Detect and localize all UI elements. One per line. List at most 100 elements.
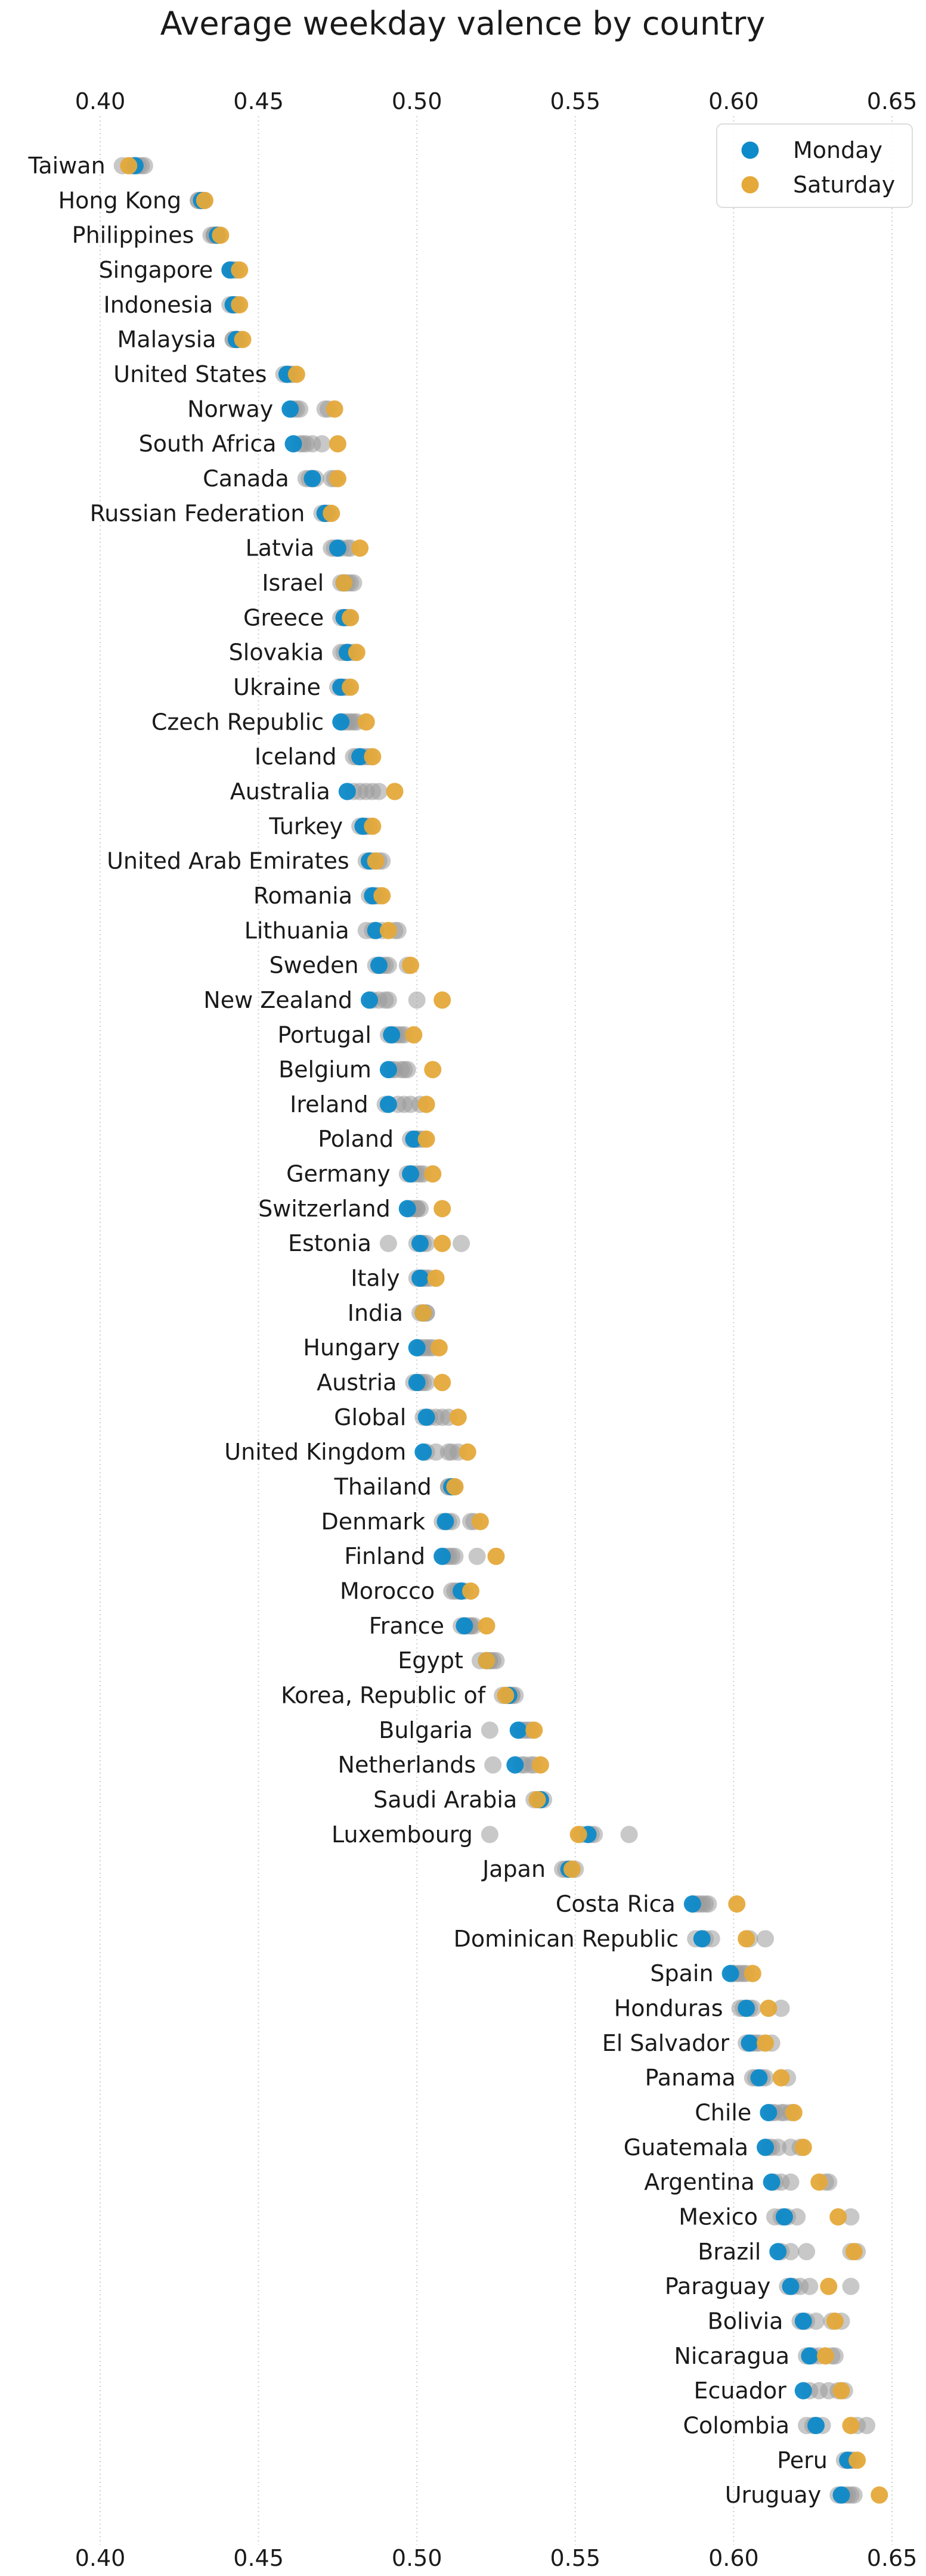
country-label-united-kingdom: United Kingdom [224, 1439, 406, 1465]
point-saturday-nicaragua [816, 2347, 834, 2365]
chart-title: Average weekday valence by country [160, 5, 766, 42]
country-label-global: Global [334, 1404, 406, 1430]
country-label-israel: Israel [262, 570, 324, 596]
country-labels: Taiwan Hong Kong Philippines Singapore Indon… [27, 153, 827, 2508]
point-monday-sweden [370, 957, 388, 974]
point-saturday-france [478, 1617, 495, 1635]
country-label-iceland: Iceland [255, 744, 337, 770]
point-monday-latvia [329, 539, 346, 557]
point-monday-australia [338, 783, 356, 800]
country-label-uruguay: Uruguay [725, 2482, 822, 2508]
country-label-australia: Australia [230, 778, 330, 805]
x-tick-label-top: 0.60 [708, 88, 759, 114]
country-label-greece: Greece [243, 604, 324, 631]
point-other-day-brazil [782, 2243, 800, 2261]
x-tick-label-top: 0.55 [550, 88, 600, 114]
point-monday-spain [721, 1964, 739, 1982]
country-label-panama: Panama [645, 2065, 736, 2091]
country-label-ukraine: Ukraine [233, 674, 321, 700]
point-saturday-switzerland [433, 1200, 451, 1218]
country-label-austria: Austria [317, 1370, 397, 1396]
point-monday-panama [750, 2069, 768, 2087]
country-label-finland: Finland [344, 1543, 425, 1569]
point-saturday-costa-rica [728, 1895, 746, 1913]
point-other-day-honduras [772, 1999, 790, 2017]
country-label-spain: Spain [650, 1960, 713, 1987]
country-label-el-salvador: El Salvador [602, 2030, 730, 2056]
point-other-day-colombia [858, 2416, 876, 2434]
country-label-czech-republic: Czech Republic [151, 709, 324, 735]
point-saturday-bulgaria [525, 1721, 543, 1739]
point-monday-netherlands [506, 1756, 524, 1774]
country-label-paraguay: Paraguay [665, 2273, 770, 2299]
point-monday-global [417, 1408, 435, 1426]
point-saturday-hungary [430, 1339, 448, 1357]
x-tick-label-bottom: 0.45 [233, 2545, 284, 2571]
country-label-mexico: Mexico [679, 2203, 758, 2230]
country-label-canada: Canada [203, 465, 289, 492]
x-axis-bottom: 0.40 0.45 0.50 0.55 0.60 0.65 [75, 2545, 918, 2571]
point-monday-chile [760, 2103, 778, 2121]
point-monday-belgium [379, 1061, 397, 1079]
point-saturday-saudi-arabia [528, 1791, 546, 1809]
point-saturday-uruguay [871, 2486, 888, 2504]
country-label-switzerland: Switzerland [258, 1196, 391, 1222]
point-monday-ireland [379, 1095, 397, 1113]
point-monday-france [456, 1617, 473, 1635]
country-label-colombia: Colombia [683, 2412, 789, 2438]
country-label-dominican-republic: Dominican Republic [454, 1926, 679, 1952]
point-saturday-portugal [405, 1026, 423, 1044]
legend-marker-saturday [741, 176, 759, 194]
country-label-argentina: Argentina [644, 2169, 754, 2195]
country-label-lithuania: Lithuania [244, 917, 349, 944]
point-monday-poland [405, 1130, 423, 1148]
point-saturday-honduras [760, 1999, 778, 2017]
country-label-singapore: Singapore [99, 257, 213, 283]
country-label-south-africa: South Africa [139, 431, 277, 457]
point-saturday-global [449, 1408, 467, 1426]
x-axis-top: 0.40 0.45 0.50 0.55 0.60 0.65 [75, 88, 918, 114]
point-other-day-belgium [398, 1061, 416, 1079]
legend-label-saturday: Saturday [793, 172, 895, 198]
country-label-estonia: Estonia [288, 1230, 371, 1256]
country-label-slovakia: Slovakia [229, 640, 324, 666]
point-saturday-brazil [845, 2243, 863, 2261]
point-saturday-united-kingdom [459, 1443, 476, 1461]
country-label-united-arab-emirates: United Arab Emirates [107, 848, 349, 874]
point-other-day-brazil [798, 2243, 816, 2261]
point-monday-canada [303, 470, 321, 488]
point-saturday-philippines [212, 226, 230, 244]
country-label-korea-republic-of: Korea, Republic of [281, 1683, 487, 1709]
country-label-morocco: Morocco [340, 1578, 435, 1604]
point-monday-nicaragua [801, 2347, 819, 2365]
x-tick-label-top: 0.50 [392, 88, 442, 114]
point-monday-costa-rica [683, 1895, 701, 1913]
point-monday-denmark [436, 1513, 454, 1531]
country-label-japan: Japan [481, 1856, 546, 1882]
point-other-day-australia [370, 783, 388, 800]
point-saturday-chile [785, 2103, 803, 2121]
country-label-honduras: Honduras [614, 1995, 723, 2021]
point-saturday-mexico [829, 2208, 847, 2226]
point-saturday-malaysia [234, 331, 252, 349]
point-saturday-colombia [842, 2416, 860, 2434]
point-saturday-united-states [287, 365, 305, 383]
point-monday-hungary [408, 1339, 426, 1357]
point-saturday-finland [487, 1547, 505, 1565]
point-saturday-slovakia [348, 644, 366, 662]
country-label-ecuador: Ecuador [693, 2378, 786, 2404]
point-saturday-belgium [424, 1061, 442, 1079]
point-monday-portugal [383, 1026, 401, 1044]
point-saturday-denmark [471, 1513, 489, 1531]
point-other-day-united-kingdom [427, 1443, 445, 1461]
country-label-hong-kong: Hong Kong [58, 187, 182, 213]
point-saturday-dominican-republic [738, 1930, 755, 1948]
point-monday-austria [408, 1374, 426, 1392]
point-other-day-mexico [842, 2208, 860, 2226]
country-label-guatemala: Guatemala [624, 2134, 748, 2161]
point-other-day-bolivia [807, 2312, 825, 2330]
point-saturday-luxembourg [569, 1826, 587, 1843]
point-saturday-guatemala [794, 2139, 812, 2156]
x-tick-label-bottom: 0.50 [392, 2545, 442, 2571]
point-other-day-paraguay [801, 2277, 819, 2295]
